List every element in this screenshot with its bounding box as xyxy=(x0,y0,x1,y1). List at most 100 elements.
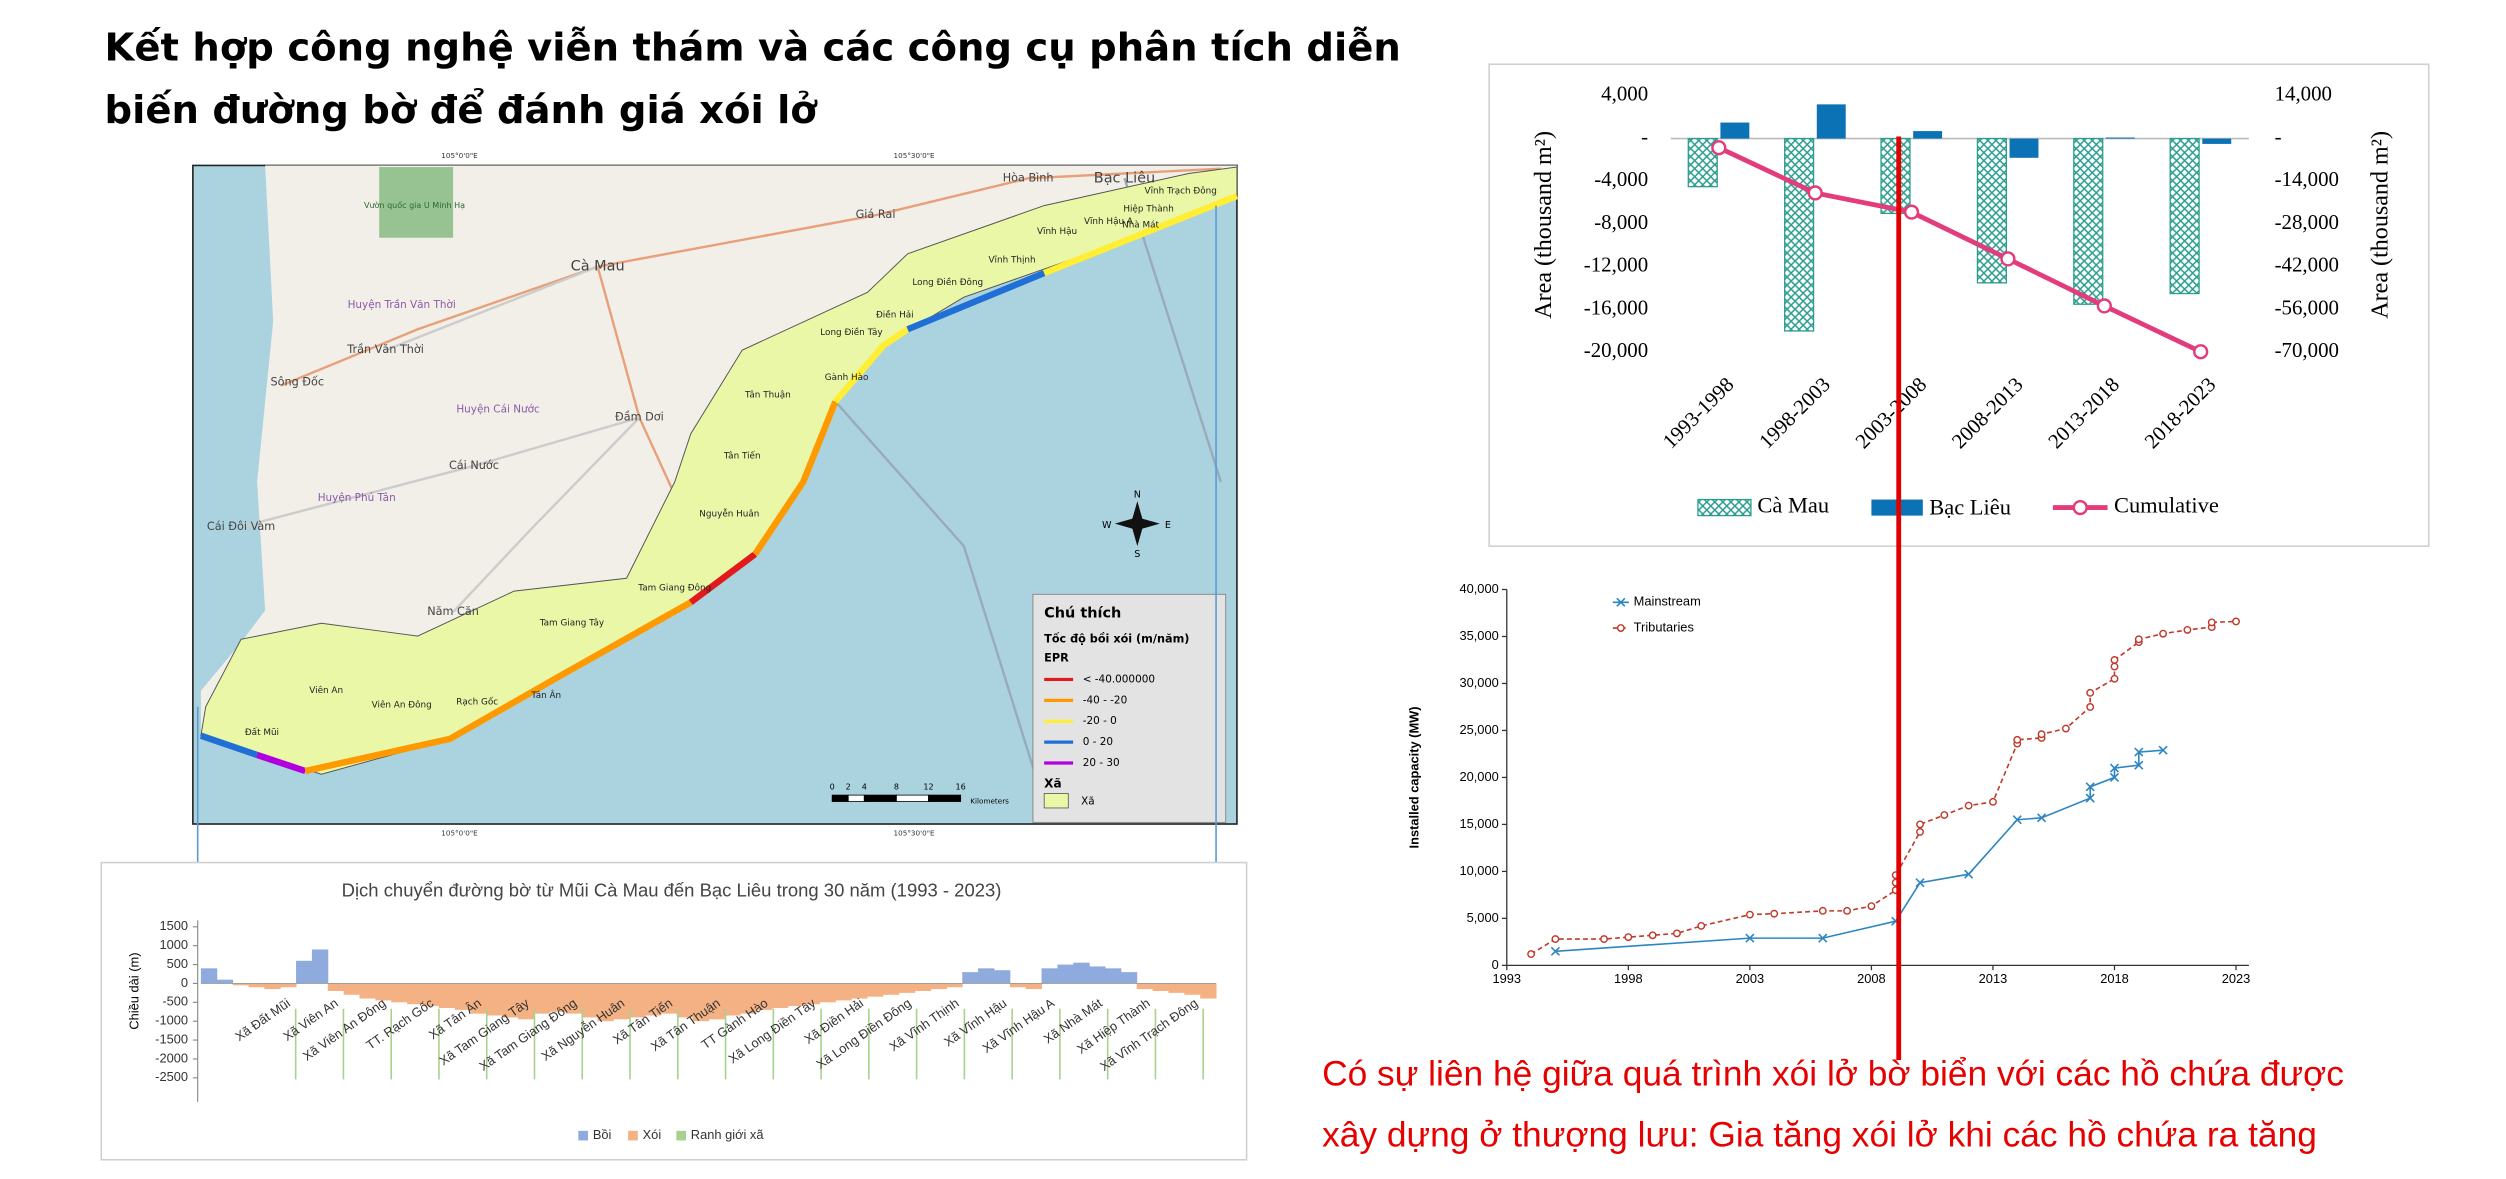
series-line xyxy=(1530,620,2237,955)
legend-swatch xyxy=(628,1130,638,1141)
coast-segment xyxy=(906,270,1046,333)
map-label: Cái Nước xyxy=(449,459,499,472)
commune-label: Vĩnh Hậu A xyxy=(1084,217,1133,227)
marker xyxy=(2086,703,2095,711)
cumulative-marker xyxy=(2193,344,2209,360)
commune-label: Nguyễn Huân xyxy=(699,509,759,520)
shoreline-bar xyxy=(740,983,757,1014)
scale-label: 2 xyxy=(846,783,851,792)
shoreline-bar xyxy=(771,983,789,1008)
shoreline-bar xyxy=(724,983,741,1016)
marker xyxy=(1867,902,1876,911)
y-tick-label: 0 xyxy=(1492,957,1499,972)
y-tick-label: 1000 xyxy=(159,937,188,952)
y-tick-label: 10,000 xyxy=(1459,863,1498,878)
shoreline-bar xyxy=(645,983,662,1016)
shoreline-bar xyxy=(533,983,551,1014)
coast-segment xyxy=(256,751,307,775)
marker xyxy=(2109,772,2120,783)
shoreline-bar xyxy=(518,983,535,1020)
caption-line: xây dựng ở thượng lưu: Gia tăng xói lở k… xyxy=(1322,1116,2317,1155)
y-tick-label: 500 xyxy=(167,956,188,971)
legend-swatch xyxy=(1616,597,1626,607)
y-tick-label: -12,000 xyxy=(1584,253,1648,277)
map-label: Huyện Phú Tân xyxy=(318,492,396,504)
x-tick-label: 2013 xyxy=(1979,971,2008,986)
shoreline-bar xyxy=(470,983,487,1014)
legend-label: Bạc Liêu xyxy=(1929,494,2011,519)
graticule-label: 105°0'0"E xyxy=(441,151,478,160)
y-tick-label: -16,000 xyxy=(1584,295,1648,319)
shoreline-bar xyxy=(835,983,852,1001)
legend-label: Ranh giới xã xyxy=(691,1127,765,1142)
marker xyxy=(2232,617,2240,626)
x-tick-label: 2003 xyxy=(1736,971,1765,986)
shoreline-bar xyxy=(787,983,805,1007)
shoreline-bar xyxy=(756,983,773,1010)
shoreline-bar xyxy=(1168,983,1185,993)
cumulative-marker xyxy=(1807,185,1823,201)
bar xyxy=(1720,122,1750,139)
scale-bar xyxy=(831,794,849,802)
legend-label: Bồi xyxy=(593,1127,612,1142)
marker xyxy=(2012,815,2022,825)
shoreline-bar xyxy=(597,983,614,1022)
map-label: Huyện Trần Văn Thời xyxy=(348,299,456,311)
legend-label: Xói xyxy=(643,1127,662,1142)
commune-label: Vĩnh Hậu xyxy=(1037,227,1077,237)
shoreline-bar xyxy=(946,983,963,988)
marker xyxy=(1843,906,1852,915)
commune-label: Gành Hào xyxy=(825,373,869,383)
marker xyxy=(1989,797,1997,806)
bar xyxy=(2105,137,2135,139)
commune-label: Hiệp Thành xyxy=(1123,203,1174,214)
map-road xyxy=(240,416,640,529)
marker xyxy=(2085,782,2095,792)
legend-swatch xyxy=(676,1130,686,1141)
marker xyxy=(1964,801,1973,810)
shoreline-bar xyxy=(1041,968,1058,984)
shoreline-bar xyxy=(1009,983,1027,988)
y-tick-label: 30,000 xyxy=(1459,675,1498,690)
title-line: Kết hợp công nghệ viễn thám và các công … xyxy=(105,25,1401,70)
legend-label: Cumulative xyxy=(2114,493,2219,518)
shoreline-bar xyxy=(232,983,249,986)
shoreline-bar xyxy=(629,983,646,1018)
commune-label: Viên An xyxy=(309,685,343,696)
scale-label: 16 xyxy=(956,783,966,792)
series-line xyxy=(1555,749,2164,953)
shoreline-bar xyxy=(1105,968,1122,984)
shoreline-bar xyxy=(549,983,567,1012)
y-tick-label: -2500 xyxy=(155,1069,188,1084)
y-axis-title: Area (thousand m²) xyxy=(1531,131,1557,319)
chart-shoreline: Dịch chuyển đường bờ từ Mũi Cà Mau đến B… xyxy=(100,861,1248,1161)
compass-letter: S xyxy=(1134,549,1140,560)
marker xyxy=(2158,745,2168,755)
map-park xyxy=(379,167,454,238)
map-legend-swatch xyxy=(1043,793,1069,809)
bar xyxy=(1913,131,1943,139)
shoreline-bar xyxy=(1136,983,1154,990)
y2-tick-label: -28,000 xyxy=(2275,210,2339,234)
marker xyxy=(2183,625,2192,634)
map-label: Sông Đốc xyxy=(270,375,324,388)
shoreline-bar xyxy=(1073,962,1090,984)
commune-label: Rạch Gốc xyxy=(456,696,498,707)
shoreline-bar xyxy=(962,972,979,984)
marker xyxy=(1600,935,1608,943)
commune-label: Điền Hải xyxy=(876,309,914,320)
marker xyxy=(1745,933,1755,943)
shoreline-bar xyxy=(216,979,234,984)
legend-label: Tributaries xyxy=(1634,619,1694,634)
marker xyxy=(2110,656,2119,664)
shoreline-bar xyxy=(882,983,900,995)
shoreline-bar xyxy=(676,983,694,1018)
map-legend-label: 20 - 30 xyxy=(1083,757,1120,769)
scale-label: 12 xyxy=(923,783,933,792)
bar xyxy=(1816,104,1846,139)
y-tick-label: 1500 xyxy=(159,918,188,933)
shoreline-bar xyxy=(264,983,281,990)
marker xyxy=(1624,933,1633,942)
map-label: Cái Đôi Vàm xyxy=(207,520,275,533)
scale-bar xyxy=(928,794,962,802)
